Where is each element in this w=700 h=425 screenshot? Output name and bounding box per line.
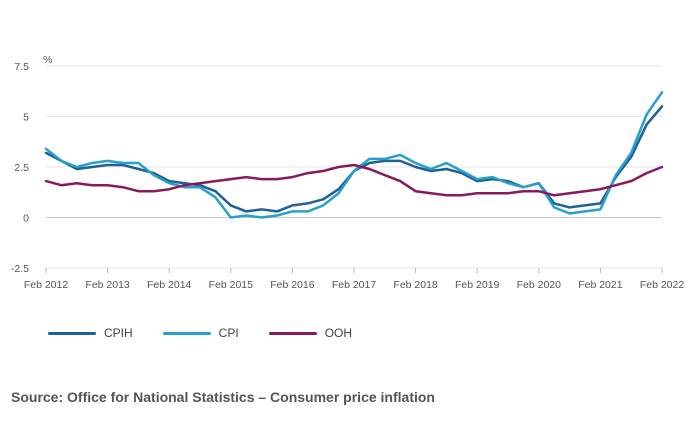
x-tick-label: Feb 2016 xyxy=(270,279,315,291)
series-line-ooh xyxy=(44,163,664,197)
y-tick-label: -2.5 xyxy=(11,263,29,275)
x-tick-label: Feb 2018 xyxy=(393,279,438,291)
x-tick-label: Feb 2012 xyxy=(24,279,69,291)
series-lines xyxy=(44,91,664,219)
legend-swatch xyxy=(162,331,211,335)
x-tick-label: Feb 2015 xyxy=(209,279,254,291)
y-tick-label: 2.5 xyxy=(14,162,29,174)
x-tick-label: Feb 2019 xyxy=(455,279,500,291)
x-tick-label: Feb 2020 xyxy=(517,279,562,291)
x-tick-label: Feb 2017 xyxy=(332,279,377,291)
line-chart-svg: -2.502.557.5 Feb 2012 Feb 2013 Feb 2014 Feb… xyxy=(11,54,685,291)
legend-swatch xyxy=(268,331,317,335)
x-tick-label: Feb 2014 xyxy=(147,279,192,291)
y-axis-ticks: -2.5 0 2.5 5 7.5 xyxy=(11,61,29,275)
series-line-cpih xyxy=(44,105,664,213)
source-note: Source: Office for National Statistics –… xyxy=(11,389,435,405)
y-tick-label: 5 xyxy=(23,112,29,124)
legend-swatch xyxy=(48,331,96,335)
legend-label: CPIH xyxy=(104,326,133,340)
x-axis-ticks: Feb 2012 Feb 2013 Feb 2014 Feb 2015 Feb 2016… xyxy=(24,268,685,291)
legend-label: CPI xyxy=(218,326,239,340)
y-tick-label: 7.5 xyxy=(14,61,29,73)
legend-item-cpi: CPI xyxy=(162,326,239,340)
grid-lines xyxy=(46,65,662,269)
legend-item-ooh: OOH xyxy=(268,326,353,340)
x-tick-label: Feb 2021 xyxy=(578,279,623,291)
legend: CPIH CPI OOH xyxy=(48,323,382,343)
x-tick-label: Feb 2013 xyxy=(85,279,130,291)
legend-label: OOH xyxy=(324,326,353,340)
legend-item-cpih: CPIH xyxy=(48,326,133,340)
y-tick-label: 0 xyxy=(23,213,29,225)
series-line-cpi xyxy=(44,91,664,219)
x-tick-label: Feb 2022 xyxy=(640,279,685,291)
chart: -2.5 0 2.5 5 7.5 Feb 2012 Feb 2013 Feb 2014 Feb… xyxy=(11,54,685,291)
y-axis-unit-label: % xyxy=(43,54,52,66)
